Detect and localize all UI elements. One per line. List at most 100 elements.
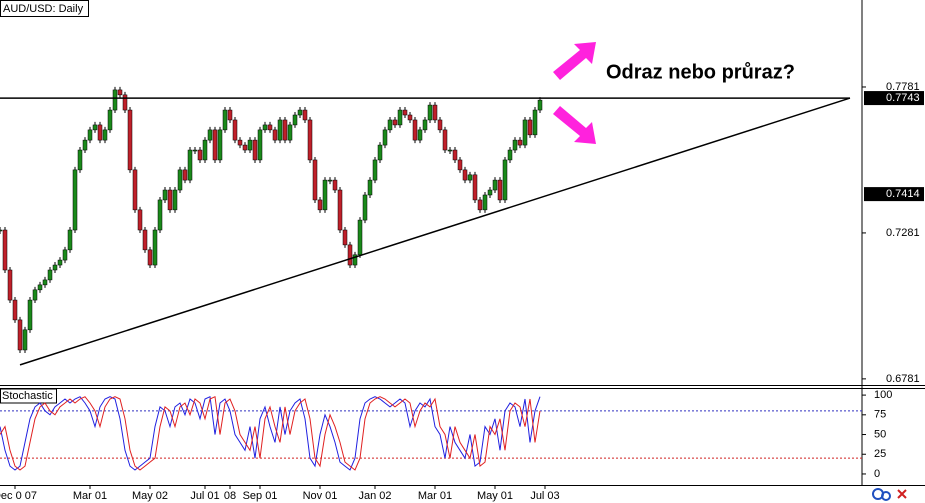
x-tick-label: Jul 01 xyxy=(190,490,219,502)
candle xyxy=(507,149,513,161)
candle xyxy=(322,179,328,211)
candle xyxy=(372,159,378,181)
candle xyxy=(172,189,178,211)
icon-close[interactable] xyxy=(897,489,907,499)
price-marker xyxy=(864,187,924,202)
candle xyxy=(67,229,73,251)
candle xyxy=(447,149,453,152)
candle xyxy=(457,159,463,171)
x-tick-label: Jul 03 xyxy=(530,490,559,502)
candle xyxy=(302,109,308,121)
candle xyxy=(307,119,313,161)
candle xyxy=(332,179,338,191)
candle xyxy=(432,104,438,121)
y-tick-label: 0.7781 xyxy=(886,81,920,93)
title-box xyxy=(0,0,89,17)
candle xyxy=(287,124,293,141)
candle xyxy=(477,199,483,211)
candle xyxy=(22,329,28,351)
candle xyxy=(47,269,53,281)
x-tick-label: Dec 0 07 xyxy=(0,490,37,502)
candle xyxy=(397,109,403,126)
candle xyxy=(537,99,543,111)
toolbar-icons[interactable] xyxy=(872,488,907,501)
indicator-line xyxy=(0,395,541,471)
candle xyxy=(107,109,113,131)
price-marker xyxy=(864,91,924,106)
candle xyxy=(317,199,323,211)
candle xyxy=(472,174,478,201)
candle xyxy=(512,139,518,151)
candle xyxy=(167,189,173,211)
candle xyxy=(192,149,198,152)
candle xyxy=(312,159,318,201)
candle xyxy=(402,109,408,116)
candle xyxy=(247,139,253,151)
candle xyxy=(347,244,353,266)
candle xyxy=(297,109,303,116)
candle xyxy=(467,174,473,181)
candle xyxy=(522,119,528,146)
candle xyxy=(122,94,128,111)
candle xyxy=(277,119,283,141)
candle xyxy=(407,114,413,121)
candle xyxy=(127,109,133,171)
candle xyxy=(27,299,33,331)
x-tick-label: May 02 xyxy=(132,490,168,502)
candle xyxy=(92,124,98,131)
candle xyxy=(12,299,18,321)
candle xyxy=(147,249,153,266)
candle xyxy=(267,124,273,131)
x-tick-label: 08 xyxy=(224,490,236,502)
candle xyxy=(252,139,258,161)
price-marker-label: 0.7414 xyxy=(886,188,920,200)
candle xyxy=(97,124,103,141)
indicator-y-tick-label: 25 xyxy=(874,448,886,460)
candle xyxy=(77,149,83,171)
indicator-y-tick-label: 50 xyxy=(874,428,886,440)
candle xyxy=(422,119,428,131)
arrow-down xyxy=(553,106,596,144)
x-tick-label: Mar 01 xyxy=(73,490,107,502)
candle xyxy=(532,109,538,136)
candle xyxy=(442,129,448,151)
candle xyxy=(7,269,13,301)
candle xyxy=(212,129,218,161)
candle xyxy=(412,119,418,141)
x-tick-label: Nov 01 xyxy=(303,490,338,502)
candle xyxy=(482,194,488,211)
candle xyxy=(0,229,3,232)
candle xyxy=(417,129,423,141)
candle xyxy=(137,209,143,231)
candle xyxy=(112,89,118,111)
candle xyxy=(217,129,223,161)
candle xyxy=(377,144,383,161)
candle xyxy=(517,139,523,146)
candle xyxy=(392,119,398,126)
indicator-y-tick-label: 75 xyxy=(874,409,886,421)
candle xyxy=(87,129,93,141)
candle xyxy=(62,249,68,261)
candle xyxy=(102,129,108,141)
candle xyxy=(527,119,533,136)
candle xyxy=(202,139,208,161)
candle xyxy=(187,149,193,181)
candle xyxy=(257,129,263,161)
candle xyxy=(42,279,48,286)
icon-link[interactable] xyxy=(881,491,891,501)
candle xyxy=(57,259,63,266)
x-tick-label: Mar 01 xyxy=(418,490,452,502)
candle xyxy=(162,189,168,201)
candle xyxy=(352,254,358,266)
indicator-y-tick-label: 100 xyxy=(874,389,892,401)
candle xyxy=(342,229,348,246)
candle xyxy=(462,169,468,181)
arrow-up xyxy=(553,42,596,80)
candle xyxy=(327,179,333,182)
candle xyxy=(207,129,213,141)
price-marker-label: 0.7743 xyxy=(886,92,920,104)
candle xyxy=(2,229,8,271)
candle xyxy=(437,119,443,131)
x-tick-label: Sep 01 xyxy=(243,490,278,502)
